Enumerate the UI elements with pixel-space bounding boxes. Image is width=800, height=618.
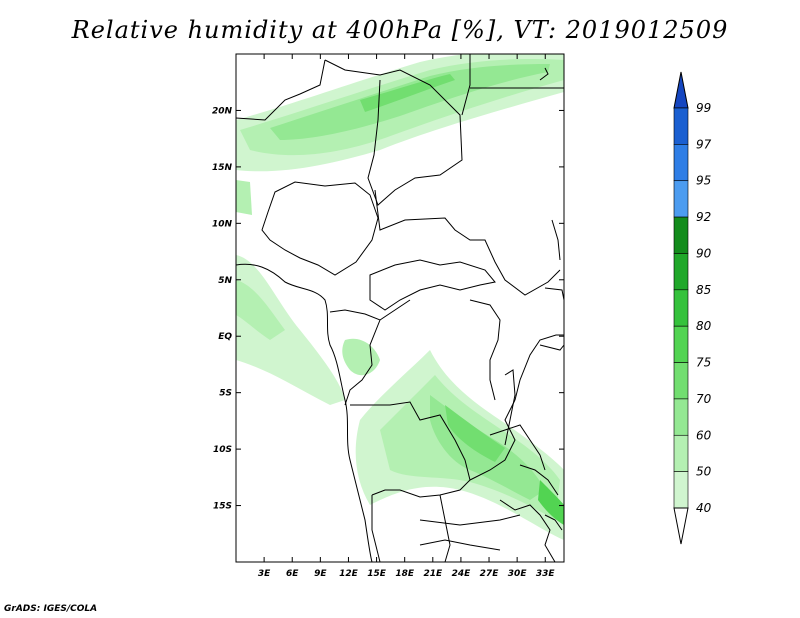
- colorbar-label: 70: [696, 392, 712, 406]
- colorbar-swatch: [673, 216, 689, 254]
- y-tick-label: 10N: [212, 219, 233, 229]
- axis-ticks: 3E 6E 9E 12E 15E 18E 21E 24E 27E 30E 33E 20N 15N 10N 5…: [212, 54, 564, 579]
- x-tick-label: 3E: [258, 569, 271, 579]
- y-tick-label: 5S: [219, 389, 232, 399]
- colorbar-bottom-cap: [673, 507, 689, 545]
- colorbar-swatch: [673, 144, 689, 182]
- colorbar-label: 85: [696, 283, 711, 297]
- x-tick-label: 18E: [395, 569, 415, 579]
- map-frame: [235, 53, 565, 563]
- colorbar-swatch: [673, 398, 689, 436]
- x-tick-label: 15E: [367, 569, 387, 579]
- y-tick-label: 15N: [212, 163, 233, 173]
- colorbar-label: 95: [696, 174, 711, 188]
- colorbar-label: 75: [696, 356, 711, 370]
- colorbar-top-cap: [673, 71, 689, 109]
- y-tick-label: EQ: [218, 332, 232, 342]
- humidity-shading: [236, 54, 564, 540]
- colorbar-swatch: [673, 253, 689, 291]
- colorbar-label: 50: [696, 465, 712, 479]
- x-tick-label: 30E: [508, 569, 528, 579]
- x-tick-label: 24E: [452, 569, 472, 579]
- colorbar-swatch: [673, 434, 689, 472]
- colorbar-label: 60: [696, 428, 712, 442]
- y-tick-label: 5N: [218, 276, 232, 286]
- country-borders: [236, 54, 564, 562]
- y-tick-label: 20N: [212, 106, 233, 116]
- colorbar: 99 97 95 92 90 85 80 75 70 60 50 40: [673, 71, 712, 545]
- y-tick-label: 10S: [213, 445, 232, 455]
- x-tick-label: 6E: [286, 569, 299, 579]
- colorbar-label: 40: [696, 501, 712, 515]
- plot-title: Relative humidity at 400hPa [%], VT: 201…: [71, 16, 729, 44]
- colorbar-label: 80: [696, 319, 712, 333]
- colorbar-swatch: [673, 362, 689, 400]
- colorbar-swatch: [673, 107, 689, 145]
- x-tick-label: 9E: [314, 569, 327, 579]
- x-tick-label: 21E: [423, 569, 443, 579]
- colorbar-swatch: [673, 289, 689, 327]
- x-tick-label: 33E: [536, 569, 556, 579]
- colorbar-swatch: [673, 325, 689, 363]
- colorbar-label: 92: [696, 210, 711, 224]
- colorbar-swatch: [673, 471, 689, 509]
- credit-label: GrADS: IGES/COLA: [4, 604, 98, 614]
- colorbar-label: 99: [696, 101, 711, 115]
- colorbar-label: 97: [696, 137, 712, 151]
- colorbar-label: 90: [696, 246, 712, 260]
- colorbar-swatch: [673, 180, 689, 218]
- x-tick-label: 12E: [339, 569, 359, 579]
- y-tick-label: 15S: [213, 502, 232, 512]
- x-tick-label: 27E: [480, 569, 500, 579]
